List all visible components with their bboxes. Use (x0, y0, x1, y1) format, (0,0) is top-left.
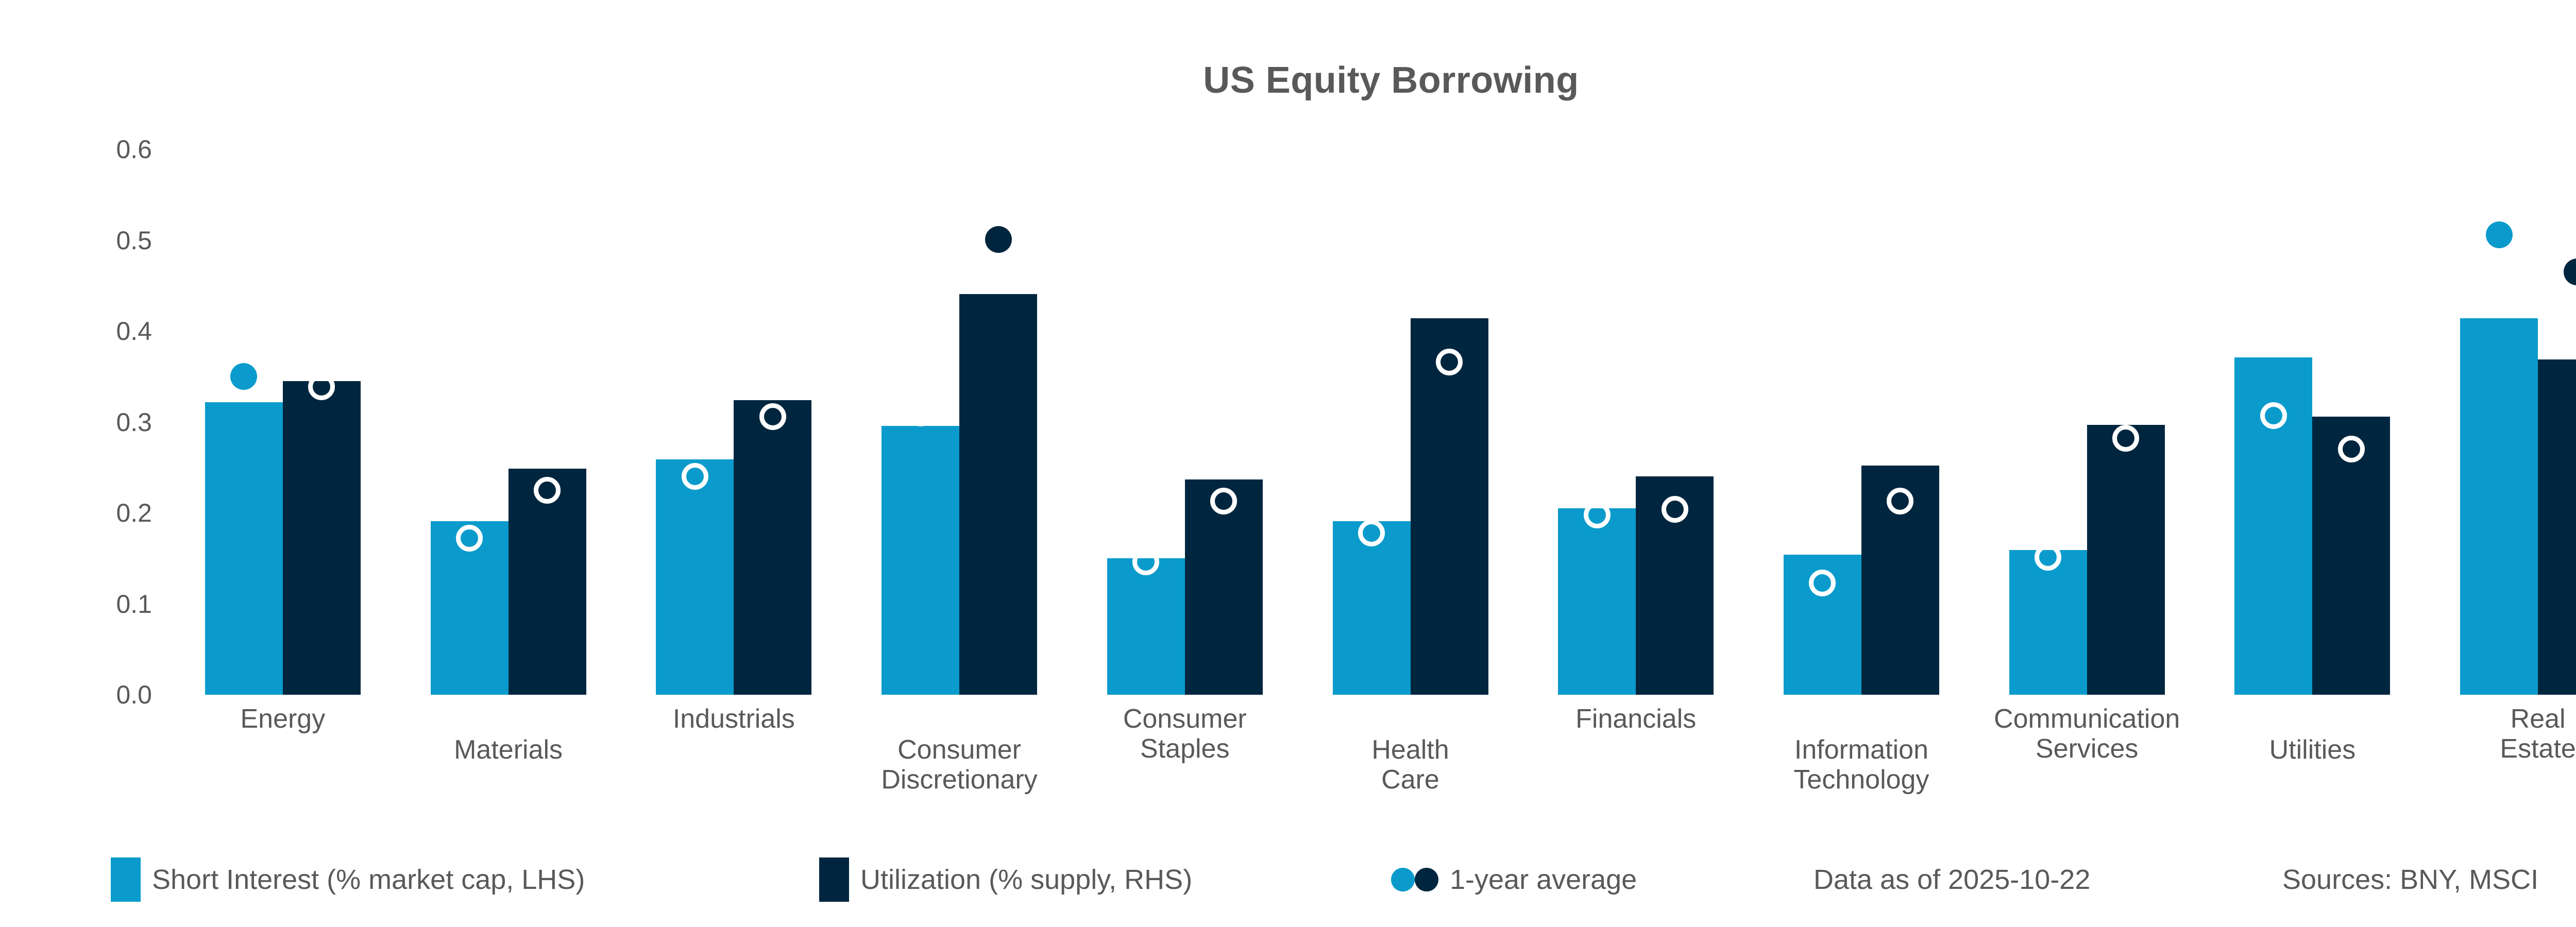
x-axis-label-communication-services: Communication Services (1994, 704, 2180, 764)
bar-utilization[interactable] (282, 381, 361, 695)
legend-dot-light-icon (1391, 868, 1415, 891)
chart-legend: Short Interest (% market cap, LHS) Utili… (0, 849, 2576, 911)
marker-avg-utilization[interactable] (2563, 259, 2576, 286)
marker-avg-utilization[interactable] (985, 226, 1012, 253)
left-axis-tick: 0.3 (116, 407, 152, 437)
legend-item-one-year-average[interactable]: 1-year average (1391, 849, 1637, 911)
left-axis-tick: 0.6 (116, 135, 152, 164)
marker-avg-short-interest[interactable] (2035, 544, 2062, 571)
bar-group (1783, 149, 1939, 695)
bar-group (882, 149, 1038, 695)
x-axis-label-information-technology: Information Technology (1793, 735, 1929, 795)
x-axis-label-energy: Energy (240, 704, 326, 734)
bar-group (2460, 149, 2576, 695)
bar-short-interest[interactable] (1332, 521, 1411, 695)
marker-avg-utilization[interactable] (759, 403, 786, 430)
bar-short-interest[interactable] (1107, 558, 1185, 695)
marker-avg-short-interest[interactable] (681, 463, 708, 490)
bar-short-interest[interactable] (205, 402, 283, 695)
marker-avg-utilization[interactable] (1887, 488, 1914, 515)
marker-avg-utilization[interactable] (308, 373, 335, 400)
bar-utilization[interactable] (2538, 359, 2576, 695)
bar-group (1558, 149, 1714, 695)
marker-avg-utilization[interactable] (2337, 436, 2365, 463)
marker-avg-short-interest[interactable] (907, 399, 934, 426)
marker-avg-short-interest[interactable] (2260, 402, 2287, 430)
legend-swatch-utilization-icon (819, 857, 849, 902)
marker-avg-utilization[interactable] (1661, 495, 1688, 523)
legend-dot-dark-icon (1415, 868, 1438, 891)
bar-utilization[interactable] (1184, 479, 1263, 695)
marker-avg-short-interest[interactable] (456, 525, 483, 552)
bar-short-interest[interactable] (882, 425, 960, 695)
x-axis-label-industrials: Industrials (672, 704, 795, 734)
marker-avg-utilization[interactable] (1210, 488, 1238, 515)
marker-avg-short-interest[interactable] (1358, 519, 1385, 546)
bar-utilization[interactable] (2087, 424, 2165, 695)
x-axis-label-materials: Materials (454, 735, 563, 765)
bar-utilization[interactable] (959, 294, 1038, 695)
legend-dot-pair-icon (1391, 868, 1438, 891)
sources-note: Sources: BNY, MSCI (2282, 864, 2539, 895)
left-axis: 0.6 0.5 0.4 0.3 0.2 0.1 0.0 (0, 136, 152, 708)
bar-group (2009, 149, 2165, 695)
legend-label-utilization: Utilization (% supply, RHS) (860, 864, 1193, 895)
legend-label-one-year-average: 1-year average (1450, 864, 1637, 895)
bar-group (430, 149, 586, 695)
x-axis-label-health-care: Health Care (1371, 735, 1449, 795)
x-axis-label-consumer-discretionary: Consumer Discretionary (881, 735, 1038, 795)
left-axis-tick: 0.5 (116, 226, 152, 255)
marker-avg-short-interest[interactable] (1132, 548, 1160, 576)
legend-swatch-short-interest-icon (111, 857, 141, 902)
plot-area (170, 149, 2576, 695)
left-axis-tick: 0.1 (116, 589, 152, 619)
legend-item-utilization[interactable]: Utilization (% supply, RHS) (819, 849, 1192, 911)
x-axis-label-financials: Financials (1575, 704, 1697, 734)
bar-group (2234, 149, 2391, 695)
x-axis-label-utilities: Utilities (2269, 735, 2356, 765)
x-axis-label-consumer-staples: Consumer Staples (1123, 704, 1247, 764)
bar-utilization[interactable] (508, 468, 586, 695)
page-title: US Equity Borrowing (1203, 60, 1579, 101)
bar-short-interest[interactable] (656, 459, 734, 695)
bar-group (1332, 149, 1488, 695)
marker-avg-short-interest[interactable] (1809, 569, 1836, 596)
bar-group (656, 149, 812, 695)
marker-avg-utilization[interactable] (1436, 349, 1463, 375)
bar-short-interest[interactable] (2460, 318, 2538, 695)
left-axis-tick: 0.4 (116, 317, 152, 346)
marker-avg-utilization[interactable] (2112, 425, 2140, 452)
data-as-of-note: Data as of 2025-10-22 (1814, 864, 2091, 895)
bar-utilization[interactable] (734, 400, 812, 695)
marker-avg-short-interest[interactable] (2485, 221, 2513, 248)
marker-avg-short-interest[interactable] (230, 363, 258, 390)
x-axis-label-real-estate: Real Estate (2500, 704, 2576, 764)
bar-utilization[interactable] (1410, 318, 1488, 695)
bar-short-interest[interactable] (1558, 508, 1636, 695)
marker-avg-utilization[interactable] (534, 476, 561, 504)
marker-avg-short-interest[interactable] (1583, 501, 1611, 528)
bar-short-interest[interactable] (2009, 550, 2087, 695)
bar-group (205, 149, 361, 695)
bar-group (1107, 149, 1263, 695)
legend-item-short-interest[interactable]: Short Interest (% market cap, LHS) (111, 849, 585, 911)
left-axis-tick: 0.0 (116, 680, 152, 709)
left-axis-tick: 0.2 (116, 499, 152, 527)
bar-utilization[interactable] (2312, 416, 2391, 695)
legend-label-short-interest: Short Interest (% market cap, LHS) (152, 864, 585, 895)
